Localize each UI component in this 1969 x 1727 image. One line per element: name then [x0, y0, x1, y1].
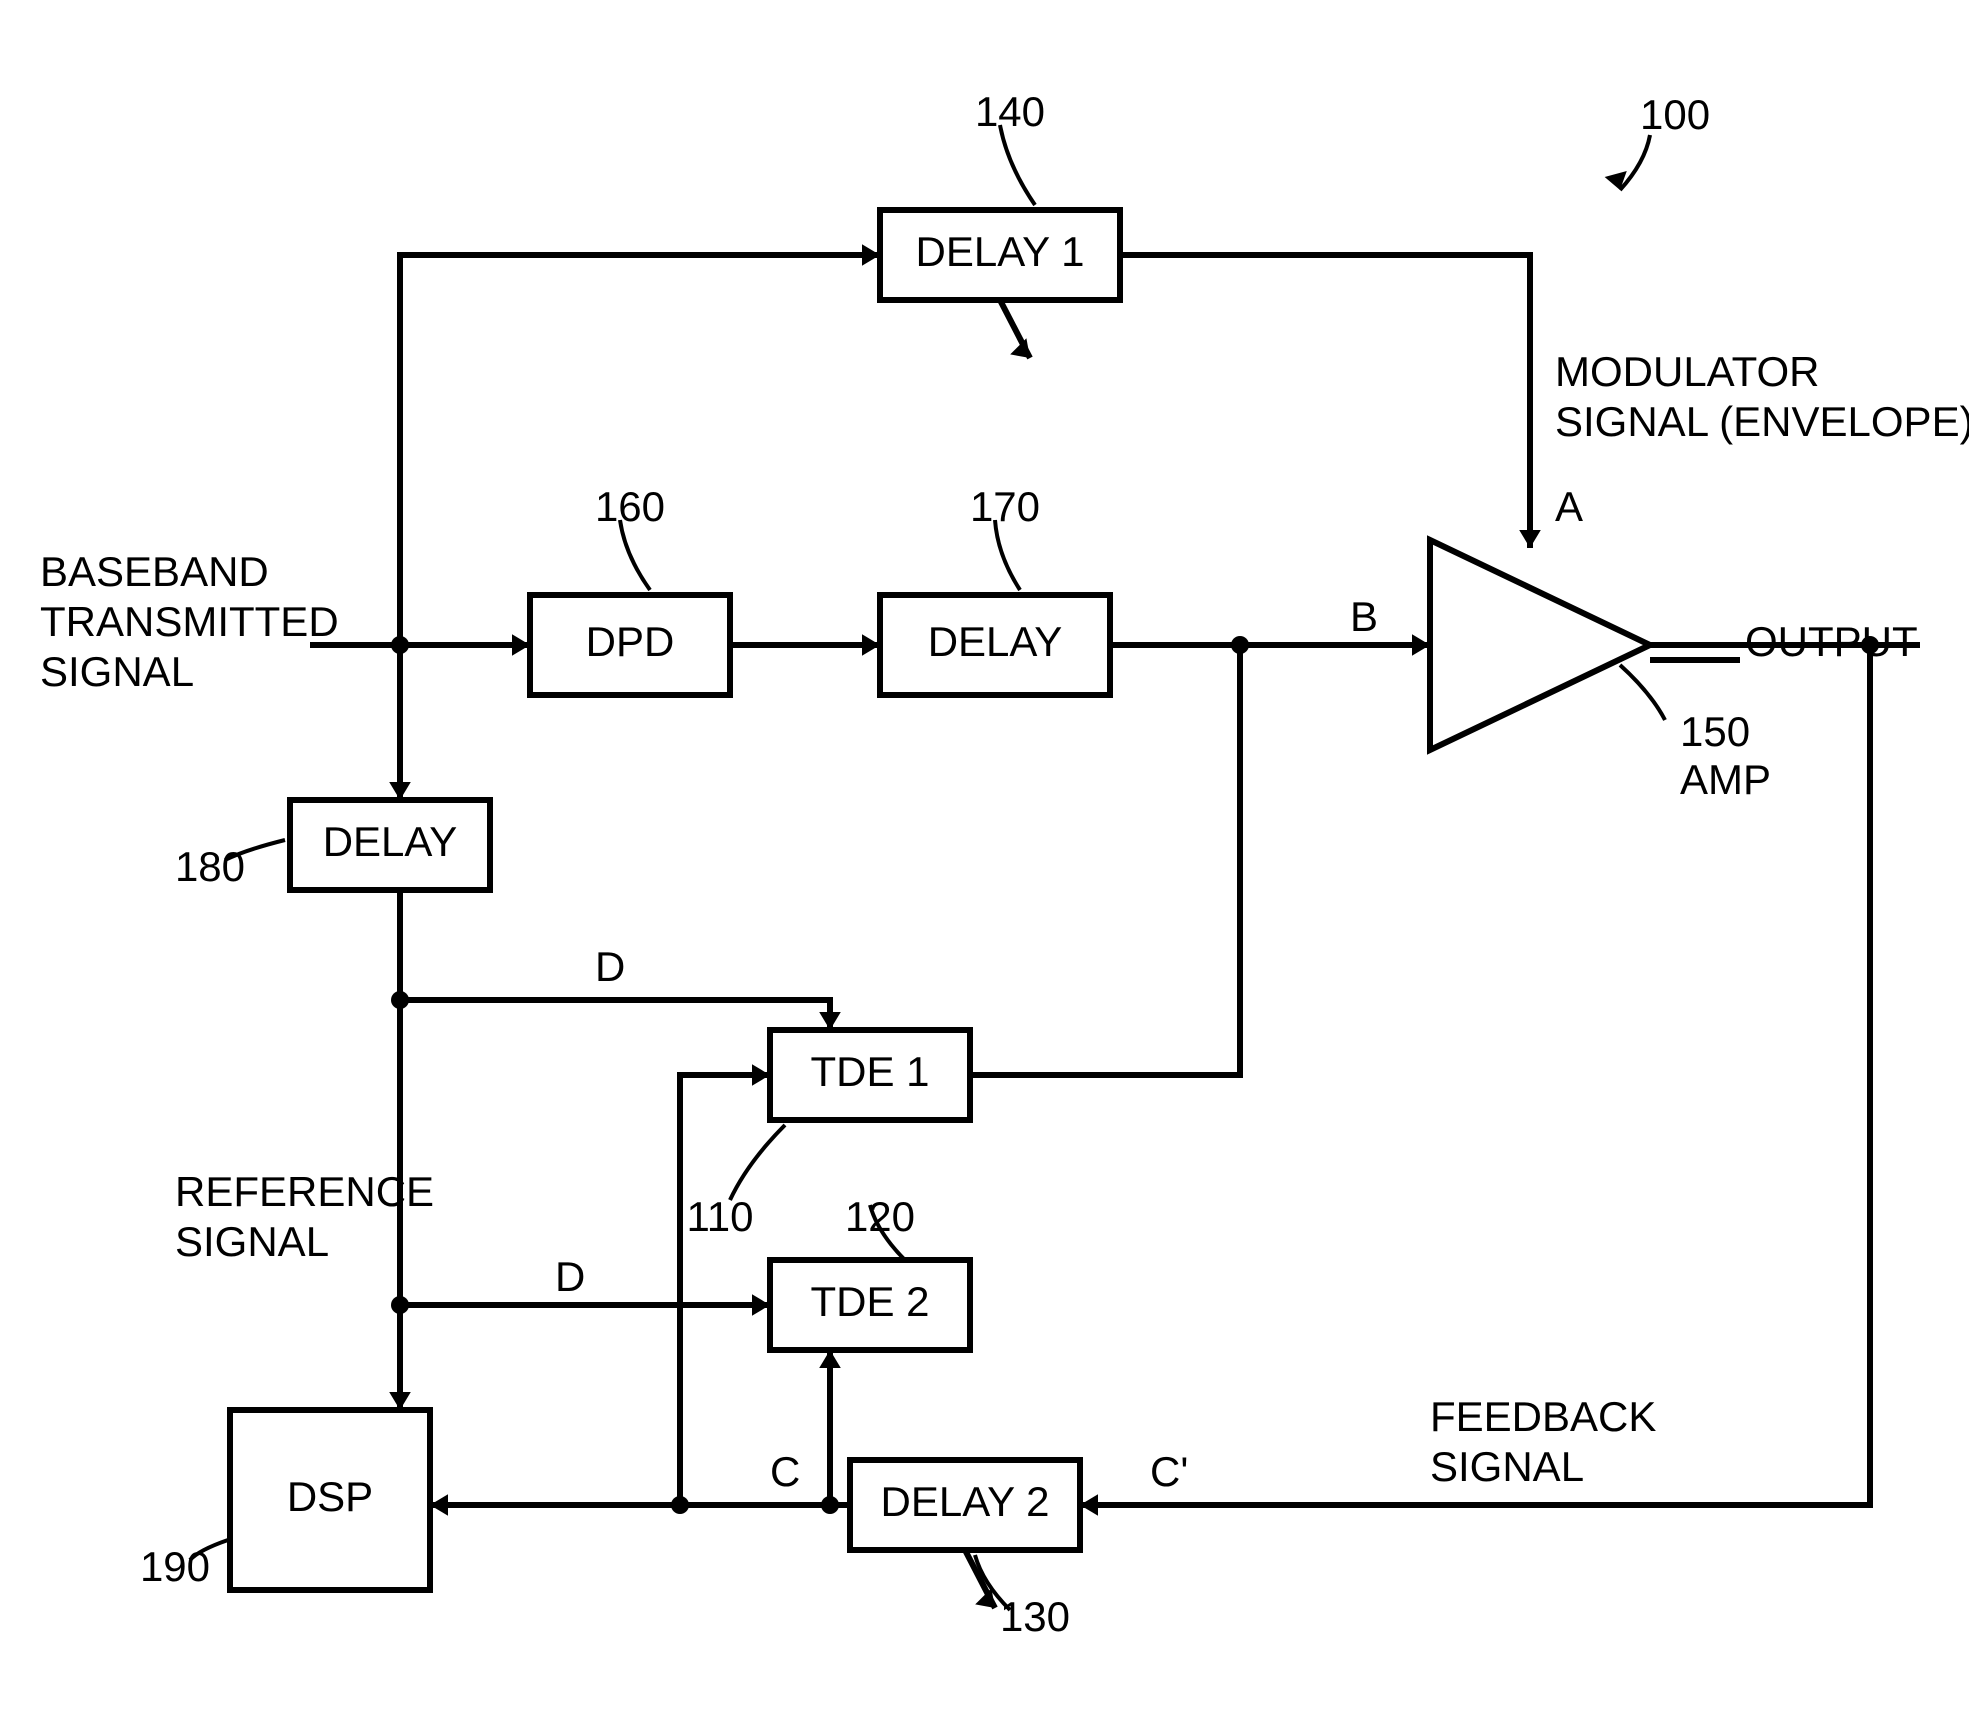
- block-label-tde2: TDE 2: [810, 1278, 929, 1325]
- junction: [391, 991, 409, 1009]
- block-label-tde1: TDE 1: [810, 1048, 929, 1095]
- ref-tde2: 120: [845, 1193, 915, 1240]
- block-label-dpd: DPD: [586, 618, 675, 665]
- wire-split_up_to_delay1: [400, 255, 880, 645]
- junction: [821, 1496, 839, 1514]
- label-baseband2: TRANSMITTED: [40, 598, 339, 645]
- amp-label: AMP: [1680, 756, 1771, 803]
- leader-tde1: [730, 1125, 785, 1200]
- block-amp: [1430, 540, 1650, 750]
- label-reference1: REFERENCE: [175, 1168, 434, 1215]
- ref-delay2: 130: [1000, 1593, 1070, 1640]
- block-label-delay180: DELAY: [323, 818, 458, 865]
- label-baseband3: SIGNAL: [40, 648, 194, 695]
- label-feedback2: SIGNAL: [1430, 1443, 1584, 1490]
- ref-dsp: 190: [140, 1543, 210, 1590]
- block-diagram: DELAY 1 140 DPD 160 DELAY 170 DELAY 180 TDE 1 110…: [0, 0, 1969, 1727]
- label-modulator1: MODULATOR: [1555, 348, 1819, 395]
- leader-amp: [1620, 665, 1665, 720]
- ref-delay: 170: [970, 483, 1040, 530]
- label-D1: D: [595, 943, 625, 990]
- block-label-delay1: DELAY 1: [916, 228, 1085, 275]
- label-A: A: [1555, 483, 1583, 530]
- wire-c_left_up_to_tde1: [680, 1075, 770, 1505]
- label-Cprime: C': [1150, 1448, 1188, 1495]
- ref-delay1: 140: [975, 88, 1045, 135]
- label-D2: D: [555, 1253, 585, 1300]
- label-baseband1: BASEBAND: [40, 548, 269, 595]
- block-label-dsp: DSP: [287, 1473, 373, 1520]
- ctrl-arrow-delay1: [1000, 300, 1030, 358]
- arrowhead: [1519, 530, 1541, 548]
- ref-delay180: 180: [175, 843, 245, 890]
- ref-amp: 150: [1680, 708, 1750, 755]
- wire-tde1_to_B: [970, 645, 1240, 1075]
- label-B: B: [1350, 593, 1378, 640]
- ref-tde1: 110: [687, 1193, 754, 1240]
- ref-100: 100: [1640, 91, 1710, 138]
- leader-delay1: [1000, 125, 1035, 205]
- wire-ref_to_tde1_D: [400, 1000, 830, 1030]
- block-label-delay2: DELAY 2: [881, 1478, 1050, 1525]
- junction: [391, 1296, 409, 1314]
- ctrl-arrow-delay2: [965, 1550, 995, 1608]
- label-output: OUTPUT: [1745, 618, 1918, 665]
- junction: [1231, 636, 1249, 654]
- junction: [391, 636, 409, 654]
- label-feedback1: FEEDBACK: [1430, 1393, 1656, 1440]
- label-C: C: [770, 1448, 800, 1495]
- diagram-container: DELAY 1 140 DPD 160 DELAY 170 DELAY 180 TDE 1 110…: [0, 0, 1969, 1727]
- leader-100: [1620, 135, 1650, 190]
- block-label-delay: DELAY: [928, 618, 1063, 665]
- junction: [671, 1496, 689, 1514]
- leader-delay: [995, 520, 1020, 590]
- label-modulator2: SIGNAL (ENVELOPE): [1555, 398, 1969, 445]
- label-reference2: SIGNAL: [175, 1218, 329, 1265]
- leader-dpd: [620, 520, 650, 590]
- ref-dpd: 160: [595, 483, 665, 530]
- wire-delay1_to_ampA: [1120, 255, 1530, 548]
